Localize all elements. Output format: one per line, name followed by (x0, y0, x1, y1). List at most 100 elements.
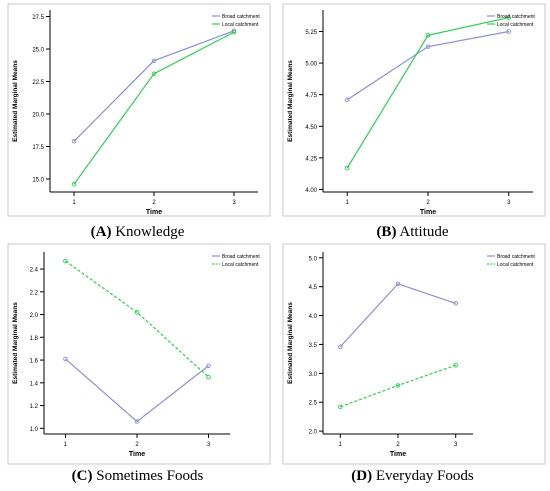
caption-d: (D) Everyday Foods (275, 468, 550, 485)
caption-c: (C) Sometimes Foods (0, 468, 275, 485)
x-tick-label: 1 (339, 442, 343, 448)
y-tick-label: 1.6 (30, 359, 39, 365)
y-tick-label: 4.25 (305, 156, 317, 162)
panel-d-frame (282, 243, 546, 465)
y-tick-label: 2.5 (309, 401, 318, 407)
caption-c-text: Sometimes Foods (96, 468, 204, 484)
x-axis-label: Time (420, 209, 436, 216)
y-tick-label: 22.5 (32, 80, 44, 86)
y-tick-label: 5.25 (305, 30, 317, 36)
series-line-local (65, 260, 209, 378)
data-point (338, 404, 343, 410)
data-point (63, 356, 68, 362)
panel-c: 1.0 1.2 1.4 1.6 1.8 2.0 2.2 2.4 1 2 3 Time Estimated… (7, 243, 271, 465)
y-tick-label: 1.2 (30, 404, 39, 410)
panel-c-frame (7, 243, 271, 465)
caption-b-text: Attitude (399, 224, 449, 240)
y-tick-label: 4.75 (305, 93, 317, 99)
y-tick-label: 5.00 (305, 62, 317, 68)
data-point (425, 44, 431, 49)
y-tick-label: 1.0 (30, 427, 39, 433)
caption-a-letter: (A) (90, 224, 112, 240)
data-point (231, 29, 237, 35)
y-tick-label: 27.5 (32, 15, 44, 21)
series-line-broad (65, 358, 209, 423)
x-axis-label: Time (146, 209, 162, 216)
x-tick-label: 3 (207, 442, 211, 448)
panel-d: 2.0 2.5 3.0 3.5 4.0 4.5 5.0 1 2 3 Time Estimated Ma… (282, 243, 546, 465)
y-tick-label: 25.0 (32, 48, 44, 54)
legend-label: Broad catchment (222, 254, 260, 260)
caption-d-letter: (D) (351, 468, 373, 484)
y-tick-label: 2.0 (30, 313, 39, 319)
series-line-broad (339, 283, 456, 348)
data-point (395, 383, 401, 388)
legend-label: Broad catchment (497, 254, 535, 260)
data-point (71, 181, 77, 187)
y-tick-label: 4.00 (305, 188, 317, 194)
x-tick-label: 2 (396, 442, 400, 448)
legend-label: Local catchment (222, 22, 259, 28)
x-tick-label: 3 (454, 442, 458, 448)
y-axis-label: Estimated Marginal Means (287, 302, 294, 384)
caption-a: (A) Knowledge (0, 224, 275, 241)
legend-label: Local catchment (497, 262, 534, 268)
panel-b: 4.00 4.25 4.50 4.75 5.00 5.25 1 2 3 Time Estimated… (282, 3, 546, 217)
legend-label: Broad catchment (497, 14, 535, 20)
series-line-broad (73, 30, 235, 142)
series-line-local (346, 16, 509, 169)
legend-label: Broad catchment (222, 14, 260, 20)
x-tick-label: 1 (346, 200, 350, 206)
y-tick-label: 3.5 (309, 343, 318, 349)
series-line-local (340, 364, 456, 408)
x-tick-label: 3 (232, 200, 236, 206)
y-tick-label: 17.5 (32, 145, 44, 151)
panel-b-frame (282, 3, 546, 217)
x-tick-label: 1 (72, 200, 76, 206)
data-point (63, 258, 68, 264)
y-axis-label: Estimated Marginal Means (12, 302, 19, 384)
y-axis-label: Estimated Marginal Means (287, 60, 294, 142)
data-point (506, 15, 512, 20)
data-point (395, 281, 401, 287)
legend-label: Local catchment (497, 22, 534, 28)
data-point (453, 362, 458, 368)
data-point (134, 419, 140, 424)
x-axis-label: Time (129, 451, 145, 458)
data-point (344, 165, 350, 171)
y-tick-label: 2.2 (30, 290, 39, 296)
y-tick-label: 3.0 (309, 372, 318, 378)
data-point (506, 29, 512, 34)
series-line-local (73, 31, 235, 185)
data-point (206, 363, 211, 369)
data-point (151, 71, 157, 76)
data-point (344, 97, 350, 102)
data-point (151, 58, 157, 63)
x-tick-label: 2 (152, 200, 156, 206)
panel-a-frame (7, 3, 271, 217)
x-tick-label: 2 (135, 442, 139, 448)
data-point (338, 344, 343, 350)
y-tick-label: 20.0 (32, 113, 44, 119)
caption-c-letter: (C) (71, 468, 93, 484)
series-line-broad (346, 30, 509, 101)
data-point (206, 374, 211, 380)
caption-d-text: Everyday Foods (375, 468, 474, 484)
data-point (134, 310, 140, 315)
x-tick-label: 3 (507, 200, 511, 206)
y-tick-label: 1.4 (30, 381, 39, 387)
y-tick-label: 15.0 (32, 178, 44, 184)
legend-label: Local catchment (222, 262, 259, 268)
data-point (71, 139, 77, 144)
data-point (425, 33, 431, 38)
y-tick-label: 2.4 (30, 268, 39, 274)
y-tick-label: 4.0 (309, 314, 318, 320)
x-axis-label: Time (390, 451, 406, 458)
y-tick-label: 1.8 (30, 336, 39, 342)
caption-b-letter: (B) (376, 224, 397, 240)
panel-a: 15.0 17.5 20.0 22.5 25.0 27.5 1 2 3 Time Estimated… (7, 3, 271, 217)
caption-b: (B) Attitude (275, 224, 550, 241)
data-point (453, 301, 458, 306)
y-tick-label: 4.5 (309, 285, 318, 291)
